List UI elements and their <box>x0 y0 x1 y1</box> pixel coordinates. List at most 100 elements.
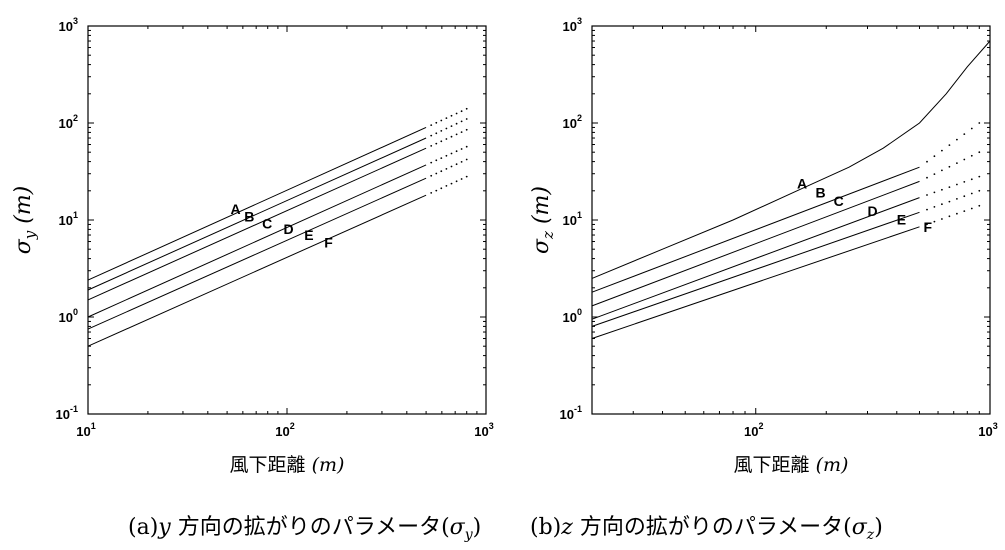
series-dot-sigma-y-D <box>450 152 453 155</box>
series-dot-sigma-z-C <box>948 165 951 168</box>
y-tick-base: 10 <box>59 213 73 228</box>
series-dot-sigma-z-F <box>933 220 936 223</box>
series-dot-sigma-y-B <box>455 122 458 125</box>
x-tick-label: 102 <box>744 421 763 439</box>
y-axis-sigma-subscript: z <box>539 231 557 240</box>
series-dot-sigma-y-E <box>445 168 448 170</box>
caption-a-prefix: (a) <box>128 515 158 540</box>
series-dot-sigma-y-B <box>430 134 433 137</box>
series-dot-sigma-z-D <box>948 186 951 189</box>
series-dot-sigma-y-A <box>430 124 433 126</box>
series-line-sigma-z-A <box>591 40 991 279</box>
series-dot-sigma-z-D <box>970 178 973 181</box>
curve-label-sigma-z-E: E <box>897 211 906 227</box>
y-tick-base: 10 <box>563 213 577 228</box>
series-dot-sigma-z-E <box>970 192 973 195</box>
series-dot-sigma-y-A <box>440 119 443 122</box>
x-axis-unit-sigma-y: (m) <box>306 454 345 476</box>
x-tick-label: 103 <box>978 421 997 439</box>
series-dot-sigma-z-E <box>978 189 981 192</box>
y-tick-label: 102 <box>59 113 78 131</box>
series-dot-sigma-y-F <box>465 175 468 178</box>
y-axis-unit-sigma-y: (m) <box>11 186 36 231</box>
series-line-sigma-y-F <box>87 194 427 347</box>
series-dot-sigma-y-F <box>440 187 443 190</box>
y-tick-exponent: 2 <box>577 113 582 123</box>
y-tick-exponent: 1 <box>73 210 78 220</box>
y-tick-exponent: 0 <box>577 307 582 317</box>
series-dot-sigma-y-A <box>460 110 463 113</box>
series-dot-sigma-y-F <box>430 192 433 194</box>
series-line-sigma-z-D <box>591 197 920 320</box>
series-dot-sigma-y-E <box>440 170 443 173</box>
series-dot-sigma-y-B <box>445 127 448 130</box>
series-dot-sigma-y-F <box>435 189 438 192</box>
curve-label-sigma-z-D: D <box>868 203 878 219</box>
y-tick-base: 10 <box>560 407 574 422</box>
series-dot-sigma-y-A <box>455 112 458 115</box>
x-tick-label: 103 <box>474 421 493 439</box>
series-dot-sigma-y-E <box>435 172 438 175</box>
series-line-sigma-y-A <box>87 126 427 281</box>
series-line-sigma-z-F <box>591 226 920 339</box>
series-dot-sigma-z-C <box>956 162 958 165</box>
series-dot-sigma-y-A <box>465 107 468 110</box>
y-tick-exponent: 2 <box>73 113 78 123</box>
series-dot-sigma-y-A <box>450 114 453 117</box>
series-dot-sigma-y-C <box>440 140 443 143</box>
x-tick-exponent: 1 <box>91 421 96 431</box>
x-tick-base: 10 <box>744 424 758 439</box>
curve-label-sigma-z-B: B <box>816 185 826 201</box>
x-axis-unit-sigma-z: (m) <box>810 454 849 476</box>
y-tick-base: 10 <box>59 310 73 325</box>
series-dot-sigma-y-D <box>440 157 443 160</box>
series-dot-sigma-y-F <box>445 185 448 187</box>
series-dot-sigma-y-B <box>440 130 443 132</box>
series-dot-sigma-z-C <box>963 158 966 161</box>
curve-label-sigma-y-F: F <box>324 235 333 251</box>
series-dot-sigma-z-F <box>926 223 928 226</box>
y-tick-base: 10 <box>563 19 577 34</box>
caption-a-sigma: σ <box>450 515 466 540</box>
y-tick-exponent: 0 <box>73 307 78 317</box>
series-line-sigma-y-B <box>87 137 427 291</box>
series-dot-sigma-z-D <box>978 175 981 178</box>
caption-a: (a)y 方向の拡がりのパラメータ(σy) <box>128 515 481 543</box>
curve-labels-sigma-z: ABC D E F <box>797 176 933 235</box>
series-dot-sigma-z-E <box>933 206 936 208</box>
series-dot-sigma-y-B <box>435 132 438 135</box>
series-dot-sigma-y-C <box>450 135 453 138</box>
y-tick-base: 10 <box>563 116 577 131</box>
curve-label-sigma-z-A: A <box>797 176 807 192</box>
series-dot-sigma-z-B <box>978 122 981 124</box>
x-tick-exponent: 2 <box>758 421 763 431</box>
curve-label-sigma-y-D: D <box>284 221 294 237</box>
series-dot-sigma-z-D <box>963 181 966 183</box>
y-tick-label: 10-1 <box>560 404 582 422</box>
y-tick-label: 10-1 <box>56 404 78 422</box>
series-dot-sigma-z-C <box>926 176 928 179</box>
x-tick-label: 102 <box>275 421 294 439</box>
curve-label-sigma-z-F: F <box>924 219 933 235</box>
series-dot-sigma-y-E <box>460 161 463 163</box>
y-tick-label: 101 <box>59 210 78 228</box>
series-dot-sigma-y-D <box>445 154 448 157</box>
caption-a-text: 方向の拡がりのパラメータ( <box>171 515 450 540</box>
y-tick-exponent: -1 <box>70 404 78 414</box>
caption-b-suffix: ) <box>874 515 883 540</box>
y-tick-label: 100 <box>563 307 582 325</box>
series-dot-sigma-z-F <box>948 215 951 218</box>
x-axis-title-text-sigma-z: 風下距離 <box>734 454 810 476</box>
series-dot-sigma-z-F <box>978 204 981 207</box>
series-dot-sigma-z-E <box>926 208 928 211</box>
y-tick-base: 10 <box>56 407 70 422</box>
series-dot-sigma-y-C <box>465 128 468 131</box>
series-dot-sigma-z-F <box>963 210 966 213</box>
series-dot-sigma-y-C <box>430 145 433 147</box>
caption-b: (b)z 方向の拡がりのパラメータ(σz) <box>530 515 883 543</box>
series-dot-sigma-z-E <box>956 198 958 200</box>
series-dot-sigma-y-D <box>455 150 458 153</box>
series-dot-sigma-y-A <box>445 117 448 119</box>
